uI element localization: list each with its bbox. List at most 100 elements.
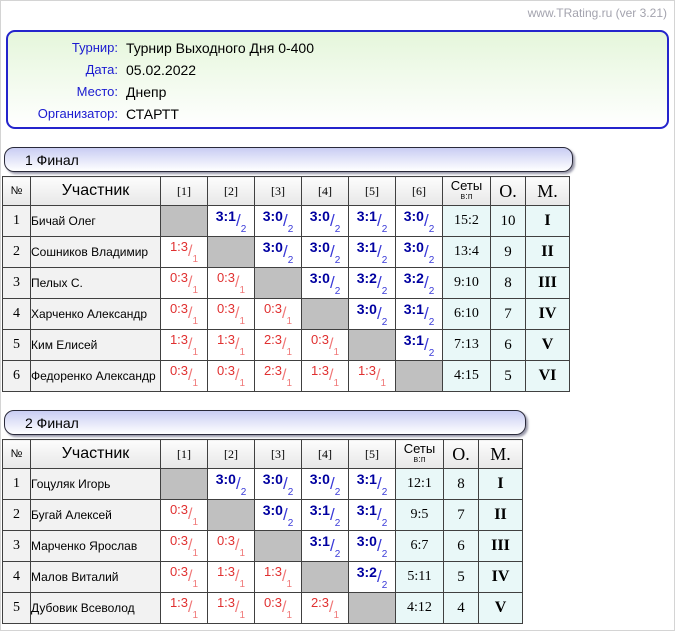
player-name-cell: Малов Виталий <box>30 561 161 593</box>
player-number-cell: 4 <box>2 561 31 593</box>
info-value-organizer: СТАРТТ <box>126 106 179 122</box>
sets-cell: 6:10 <box>442 298 491 330</box>
col-header-sets: Сеты в:п <box>442 176 491 206</box>
match-result-cell: 0:3/1 <box>160 561 208 593</box>
col-header-points: О. <box>443 439 479 469</box>
sets-header-main: Сеты <box>403 441 436 456</box>
player-number-cell: 2 <box>2 236 31 268</box>
rating-slash: / <box>188 537 193 554</box>
match-score: 3:0 <box>403 207 424 224</box>
rating-points: 1 <box>286 347 293 358</box>
match-score: 3:1 <box>403 300 424 317</box>
points-cell: 7 <box>443 499 479 531</box>
match-result-cell: 0:3/1 <box>160 499 208 531</box>
rating-points: 2 <box>381 517 388 529</box>
player-row: 3 Марченко Ярослав 0:3/1 0:3/1 3:1/2 3:0/2 6:7… <box>2 530 523 562</box>
points-cell: 8 <box>443 468 479 500</box>
rating-slash: / <box>235 210 241 230</box>
rating-slash: / <box>282 473 288 493</box>
results-tables-area: 1 Финал № Участник [1] [2] [3] [4] [5] [6] Сеты в:… <box>2 147 573 630</box>
rating-points: 1 <box>239 579 246 590</box>
match-score: 0:3 <box>216 270 236 285</box>
rating-slash: / <box>329 336 334 353</box>
rating-points: 1 <box>380 378 387 389</box>
col-header-place: М. <box>525 176 570 206</box>
sets-header-sub: в:п <box>413 454 426 464</box>
player-name-cell: Бугай Алексей <box>30 499 161 531</box>
player-name-cell: Марченко Ярослав <box>30 530 161 562</box>
rating-points: 2 <box>381 254 388 266</box>
rating-points: 2 <box>334 486 341 498</box>
match-score: 3:0 <box>309 470 330 487</box>
match-score: 1:3 <box>216 595 236 610</box>
match-score: 3:1 <box>356 470 377 487</box>
player-number-cell: 5 <box>2 592 31 624</box>
player-name-cell: Бичай Олег <box>30 205 161 237</box>
match-result-cell: 3:2/2 <box>348 267 396 299</box>
match-result-cell: 0:3/1 <box>254 298 302 330</box>
rating-points: 1 <box>239 285 246 296</box>
player-row: 2 Сошников Владимир 1:3/1 3:0/2 3:0/2 3:1/2 3:… <box>2 236 570 268</box>
rating-slash: / <box>329 504 335 524</box>
points-cell: 9 <box>490 236 526 268</box>
rating-slash: / <box>235 537 240 554</box>
rating-slash: / <box>329 473 335 493</box>
match-score: 2:3 <box>263 332 283 347</box>
rating-points: 1 <box>192 254 199 265</box>
rating-points: 2 <box>334 254 341 266</box>
rating-points: 2 <box>428 347 435 359</box>
rating-slash: / <box>188 506 193 523</box>
self-match-cell <box>301 298 349 330</box>
rating-slash: / <box>376 272 382 292</box>
rating-points: 1 <box>192 347 199 358</box>
points-cell: 5 <box>490 360 526 392</box>
rating-slash: / <box>423 272 429 292</box>
match-result-cell: 3:0/2 <box>207 468 255 500</box>
match-score: 3:1 <box>309 501 330 518</box>
rating-slash: / <box>235 568 240 585</box>
rating-slash: / <box>235 599 240 616</box>
match-score: 2:3 <box>310 595 330 610</box>
match-result-cell: 1:3/1 <box>160 236 208 268</box>
group-title: 2 Финал <box>25 415 79 431</box>
col-header-number: № <box>2 176 31 206</box>
info-label-organizer: Организатор: <box>37 106 118 121</box>
sets-cell: 6:7 <box>395 530 444 562</box>
sets-cell: 5:11 <box>395 561 444 593</box>
rating-points: 2 <box>428 316 435 328</box>
match-score: 3:0 <box>309 207 330 224</box>
match-result-cell: 1:3/1 <box>301 360 349 392</box>
rating-slash: / <box>329 210 335 230</box>
info-row-place: Место: Днепр <box>8 81 667 103</box>
player-number-cell: 3 <box>2 267 31 299</box>
rating-points: 1 <box>192 316 199 327</box>
rating-slash: / <box>423 303 429 323</box>
match-result-cell: 3:0/2 <box>301 205 349 237</box>
match-score: 0:3 <box>216 301 236 316</box>
match-score: 3:0 <box>356 300 377 317</box>
match-score: 3:0 <box>262 238 283 255</box>
place-cell: IV <box>525 298 570 330</box>
rating-slash: / <box>423 241 429 261</box>
col-header-round: [5] <box>348 176 396 206</box>
match-score: 3:2 <box>356 269 377 286</box>
player-number-cell: 5 <box>2 329 31 361</box>
info-label-place: Место: <box>76 84 118 99</box>
rating-points: 1 <box>192 548 199 559</box>
rating-slash: / <box>235 473 241 493</box>
match-result-cell: 3:2/2 <box>348 561 396 593</box>
info-label-tournament: Турнир: <box>71 40 118 55</box>
place-cell: V <box>525 329 570 361</box>
rating-points: 2 <box>428 285 435 297</box>
self-match-cell <box>160 468 208 500</box>
rating-slash: / <box>282 336 287 353</box>
rating-points: 2 <box>381 486 388 498</box>
match-result-cell: 3:1/2 <box>395 329 443 361</box>
rating-points: 1 <box>239 347 246 358</box>
rating-points: 1 <box>239 548 246 559</box>
rating-slash: / <box>376 367 381 384</box>
match-score: 1:3 <box>357 363 377 378</box>
rating-points: 2 <box>287 223 294 235</box>
match-score: 3:0 <box>215 470 236 487</box>
place-cell: II <box>525 236 570 268</box>
